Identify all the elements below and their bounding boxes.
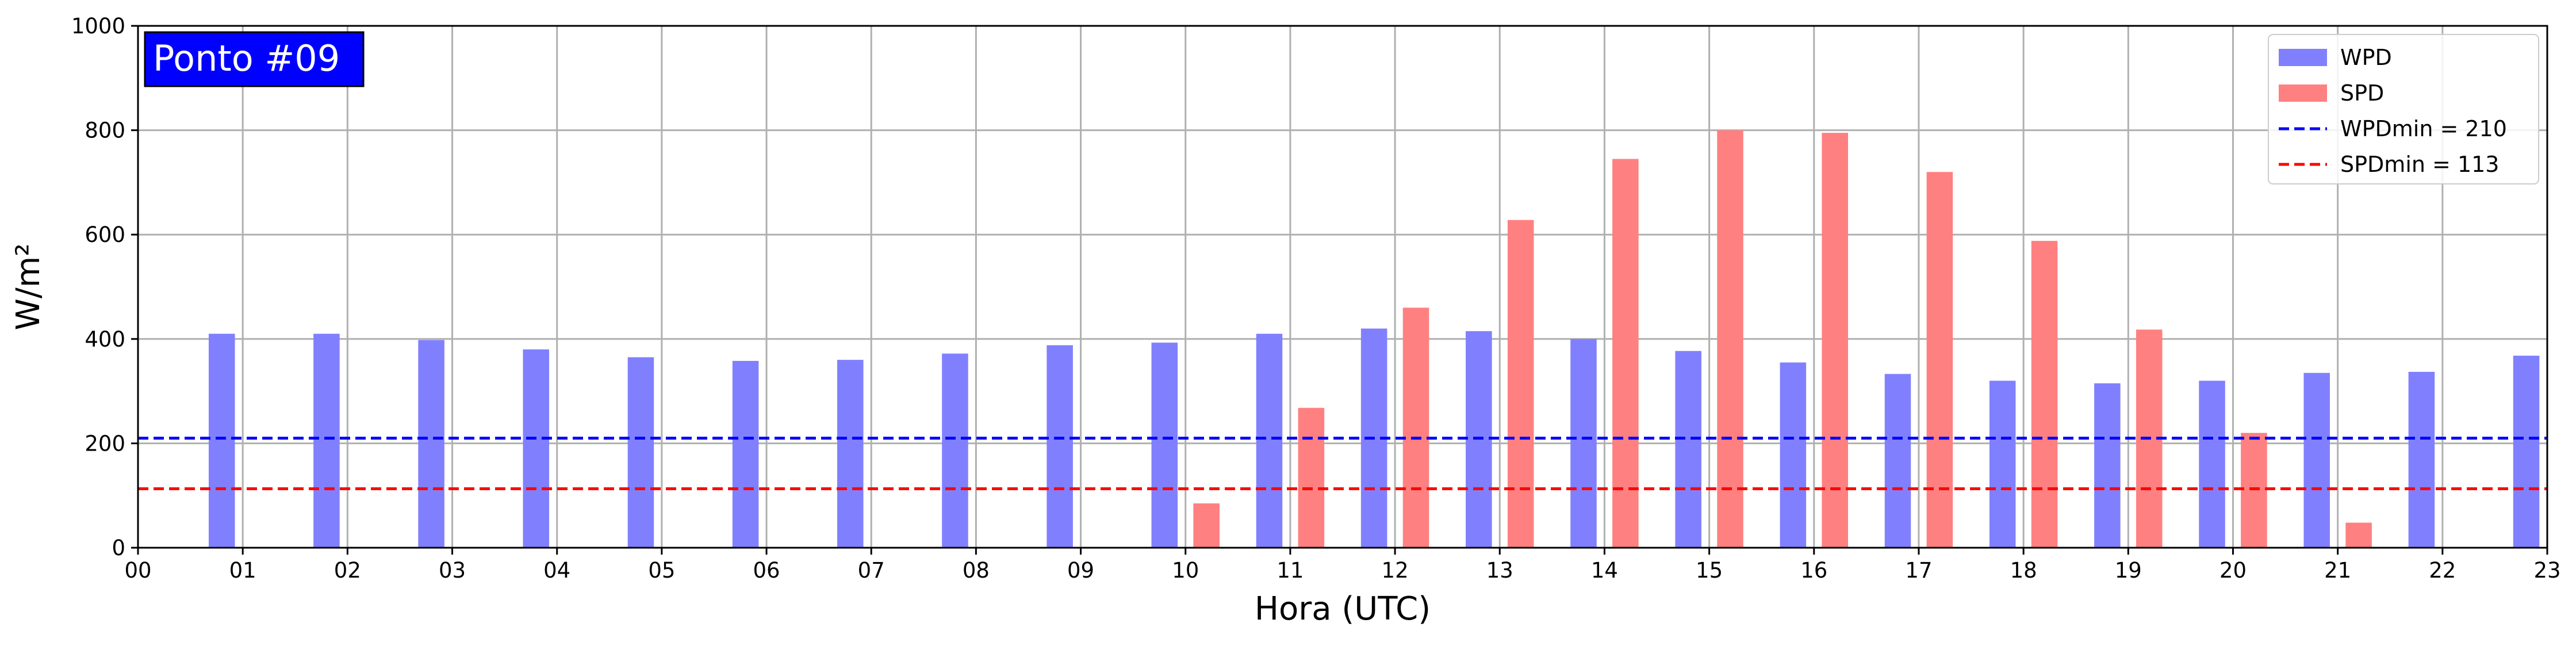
x-tick-label: 15 (1696, 558, 1723, 583)
bar-wpd-09 (1046, 345, 1073, 548)
x-tick-label: 03 (439, 558, 466, 583)
bar-wpd-07 (837, 360, 864, 548)
bar-spd-20 (2241, 433, 2267, 548)
x-tick-label: 06 (753, 558, 780, 583)
chart-title-background (144, 31, 365, 87)
y-tick-label: 400 (85, 327, 125, 352)
y-tick-label: 800 (85, 118, 125, 143)
x-tick-label: 22 (2429, 558, 2456, 583)
bar-wpd-08 (942, 353, 968, 548)
chart-title: Ponto #09 (153, 37, 340, 79)
bar-spd-15 (1717, 130, 1743, 548)
bar-wpd-14 (1570, 339, 1597, 548)
x-tick-label: 12 (1382, 558, 1409, 583)
legend-swatch-spd (2279, 84, 2327, 102)
bar-spd-14 (1612, 159, 1639, 548)
legend-swatch-wpd (2279, 49, 2327, 66)
bar-spd-10 (1193, 503, 1220, 548)
x-tick-label: 07 (858, 558, 885, 583)
axis-ticks: 00 01 02 03 04 05 06 07 08 09 10 11 12 13 14 15 16 17 18 19… (71, 14, 2561, 583)
reference-lines (138, 436, 2547, 490)
bar-spd-16 (1822, 133, 1848, 548)
x-axis-label: Hora (UTC) (1255, 590, 1431, 628)
legend-entry-label: WPD (2340, 45, 2392, 70)
x-tick-label: 09 (1067, 558, 1094, 583)
bar-wpd-02 (313, 333, 340, 548)
grid-lines (137, 25, 2548, 549)
x-tick-label: 17 (1905, 558, 1932, 583)
bar-wpd-03 (418, 340, 444, 548)
x-tick-label: 21 (2324, 558, 2351, 583)
x-tick-label: 14 (1591, 558, 1618, 583)
y-tick-label: 0 (112, 536, 125, 560)
bar-wpd-01 (208, 333, 235, 548)
legend-entry-label: SPD (2340, 80, 2384, 106)
x-tick-label: 23 (2533, 558, 2560, 583)
x-tick-label: 19 (2115, 558, 2142, 583)
x-tick-label: 20 (2220, 558, 2247, 583)
bar-wpd-06 (732, 360, 759, 548)
x-tick-label: 00 (124, 558, 151, 583)
x-tick-label: 01 (229, 558, 256, 583)
y-axis-label: W/m² (10, 243, 47, 330)
x-tick-label: 13 (1486, 558, 1513, 583)
bars (208, 130, 2540, 548)
x-tick-label: 02 (334, 558, 361, 583)
bar-spd-11 (1298, 407, 1325, 548)
bar-spd-17 (1926, 172, 1953, 548)
bar-spd-21 (2345, 522, 2372, 548)
bar-wpd-22 (2408, 372, 2435, 548)
x-tick-label: 11 (1276, 558, 1304, 583)
x-tick-label: 18 (2010, 558, 2037, 583)
bar-spd-18 (2031, 241, 2058, 548)
y-tick-label: 1000 (71, 14, 125, 39)
x-tick-label: 04 (543, 558, 570, 583)
bar-wpd-15 (1675, 351, 1701, 548)
bar-wpd-04 (523, 349, 550, 548)
bar-wpd-20 (2199, 380, 2225, 548)
bar-wpd-21 (2303, 372, 2330, 548)
y-tick-label: 600 (85, 222, 125, 247)
bar-wpd-19 (2094, 383, 2121, 548)
bar-wpd-18 (1989, 380, 2016, 548)
x-tick-label: 10 (1172, 558, 1199, 583)
bar-wpd-11 (1256, 333, 1283, 548)
bar-spd-12 (1402, 307, 1429, 548)
bar-wpd-05 (627, 357, 654, 548)
y-tick-label: 200 (85, 431, 125, 456)
x-tick-label: 16 (1800, 558, 1827, 583)
bar-wpd-23 (2513, 355, 2540, 548)
chart-title-box: Ponto #09 (144, 31, 365, 87)
bar-wpd-10 (1151, 343, 1178, 548)
bar-wpd-16 (1780, 362, 1807, 548)
bar-spd-13 (1507, 220, 1534, 548)
bar-wpd-17 (1884, 374, 1911, 548)
x-tick-label: 05 (648, 558, 675, 583)
x-tick-label: 08 (963, 558, 990, 583)
legend-frame (2268, 34, 2539, 184)
legend-entry-label: WPDmin = 210 (2340, 116, 2507, 141)
legend-entry-label: SPDmin = 113 (2340, 152, 2499, 177)
plot-frame (137, 25, 2548, 549)
legend: WPD SPD WPDmin = 210 SPDmin = 113 (2268, 34, 2539, 184)
